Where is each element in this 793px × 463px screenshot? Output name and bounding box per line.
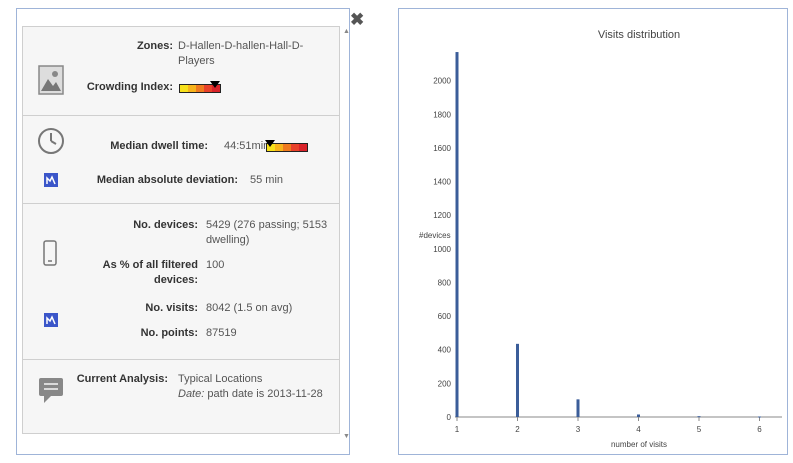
y-tick-label: 600	[438, 312, 452, 321]
dwell-label: Median dwell time:	[110, 140, 208, 152]
phone-icon	[43, 240, 57, 266]
crowding-index-bar	[179, 84, 221, 93]
crowding-segment	[212, 85, 220, 92]
crowding-marker-icon	[209, 81, 220, 88]
bar-5[interactable]	[697, 416, 701, 418]
dwell-marker-icon	[265, 140, 276, 147]
analysis-section: Current Analysis: Typical Locations Date…	[23, 359, 339, 433]
dwell-value: 44:51min	[224, 140, 270, 152]
crowding-segment	[204, 85, 212, 92]
x-tick-label: 1	[455, 425, 460, 434]
y-axis-label: #devices	[419, 231, 451, 240]
y-tick-label: 2000	[433, 77, 451, 86]
zones-section: Zones: D-Hallen-D-hallen-Hall-D- Players…	[23, 27, 339, 116]
chart-container: Visits distribution #devices number of v…	[398, 8, 788, 455]
crowding-segment	[299, 144, 307, 151]
devices-label: No. devices:	[133, 219, 198, 231]
chart-title: Visits distribution	[598, 29, 680, 41]
analysis-label: Current Analysis:	[76, 373, 168, 385]
analysis-value: Typical Locations	[178, 373, 263, 385]
x-axis-label: number of visits	[611, 440, 667, 449]
bar-3[interactable]	[576, 399, 580, 417]
y-tick-label: 1800	[433, 110, 451, 119]
chart-small-icon[interactable]	[44, 313, 58, 327]
y-tick-label: 1000	[433, 245, 451, 254]
analysis-date: Date: path date is 2013-11-28	[178, 387, 323, 402]
devices-value-1: 5429 (276 passing; 5153	[206, 219, 328, 231]
pct-value: 100	[206, 259, 225, 271]
points-value: 87519	[206, 327, 237, 339]
x-tick-label: 4	[636, 425, 641, 434]
scroll-down-icon[interactable]: ▼	[343, 433, 350, 440]
comment-icon	[39, 378, 63, 403]
y-tick-label: 1200	[433, 211, 451, 220]
info-panel: ✖ ▲ ▼ Zones: D-Hallen-D-hallen-Hall-D- P…	[16, 8, 364, 455]
y-tick-label: 200	[438, 379, 452, 388]
bar-1[interactable]	[455, 52, 459, 417]
crowding-segment	[267, 144, 275, 151]
dwell-section: Median dwell time: 44:51min Median absol…	[23, 115, 339, 204]
crowding-segment	[180, 85, 188, 92]
x-tick-label: 6	[757, 425, 762, 434]
y-tick-label: 400	[438, 346, 452, 355]
dwell-index-bar	[266, 143, 308, 152]
x-tick-label: 5	[697, 425, 702, 434]
zones-value-2: Players	[178, 55, 215, 67]
scroll-up-icon[interactable]: ▲	[343, 28, 350, 35]
y-tick-label: 1600	[433, 144, 451, 153]
x-tick-label: 2	[515, 425, 520, 434]
y-tick-label: 800	[438, 278, 452, 287]
zones-label: Zones:	[136, 40, 173, 52]
pct-label-1: As % of all filtered	[102, 259, 198, 271]
crowding-segment	[275, 144, 283, 151]
bar-4[interactable]	[637, 414, 640, 417]
crowding-segment	[196, 85, 204, 92]
analysis-date-value: path date is 2013-11-28	[207, 388, 323, 400]
mad-label: Median absolute deviation:	[96, 174, 238, 186]
image-icon	[38, 65, 64, 95]
crowding-segment	[188, 85, 196, 92]
clock-icon	[38, 128, 64, 154]
zones-value-1: D-Hallen-D-hallen-Hall-D-	[178, 40, 304, 52]
y-tick-label: 0	[447, 413, 452, 422]
pct-label-2: devices:	[153, 274, 198, 286]
mad-value: 55 min	[250, 174, 284, 186]
chart-small-icon[interactable]	[44, 173, 58, 187]
x-tick-label: 3	[576, 425, 581, 434]
plot-area: 0 200 400 600 800 1000 1200 1400 1600 1800 2000 1 2 3…	[433, 52, 782, 434]
devices-value-2: dwelling)	[206, 234, 250, 246]
close-icon[interactable]: ✖	[350, 10, 365, 29]
crowding-segment	[283, 144, 291, 151]
y-tick-label: 1400	[433, 178, 451, 187]
panel-content[interactable]: Zones: D-Hallen-D-hallen-Hall-D- Players…	[22, 26, 340, 434]
devices-section: No. devices: 5429 (276 passing; 5153 dwe…	[23, 203, 339, 360]
analysis-date-label: Date:	[178, 388, 205, 400]
crowding-label: Crowding Index:	[86, 81, 173, 93]
visits-distribution-chart: Visits distribution #devices number of v…	[419, 29, 782, 449]
visits-value: 8042 (1.5 on avg)	[206, 302, 293, 314]
points-label: No. points:	[140, 327, 198, 339]
crowding-segment	[291, 144, 299, 151]
visits-label: No. visits:	[145, 302, 198, 314]
bar-6[interactable]	[758, 416, 761, 418]
bar-2[interactable]	[516, 343, 519, 417]
